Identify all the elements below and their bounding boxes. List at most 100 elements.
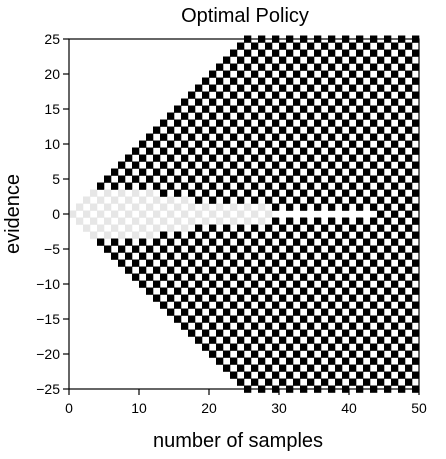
heatmap-cell (321, 364, 329, 372)
heatmap-cell (251, 350, 259, 358)
heatmap-cell (111, 196, 119, 204)
heatmap-cell (321, 84, 329, 92)
heatmap-cell (132, 175, 140, 183)
heatmap-cell (202, 259, 210, 267)
heatmap-cell (412, 371, 420, 379)
heatmap-cell (97, 182, 105, 190)
heatmap-cell (412, 203, 420, 211)
heatmap-cell (118, 259, 126, 267)
heatmap-cell (188, 217, 196, 225)
heatmap-cell (181, 126, 189, 134)
heatmap-cell (111, 182, 119, 190)
heatmap-cell (167, 182, 175, 190)
heatmap-cell (265, 140, 273, 148)
y-axis-label: evidence (2, 174, 24, 254)
heatmap-cell (188, 287, 196, 295)
heatmap-cell (167, 238, 175, 246)
heatmap-cell (181, 112, 189, 120)
heatmap-cell (363, 56, 371, 64)
heatmap-cell (412, 105, 420, 113)
heatmap-cell (258, 63, 266, 71)
heatmap-cell (405, 84, 413, 92)
heatmap-cell (293, 126, 301, 134)
heatmap-cell (160, 119, 168, 127)
heatmap-cell (356, 49, 364, 57)
heatmap-cell (174, 301, 182, 309)
heatmap-cell (342, 203, 350, 211)
heatmap-cell (188, 315, 196, 323)
heatmap-cell (349, 364, 357, 372)
heatmap-cell (363, 154, 371, 162)
heatmap-cell (83, 196, 91, 204)
heatmap-cell (335, 224, 343, 232)
heatmap-cell (321, 112, 329, 120)
heatmap-cell (391, 238, 399, 246)
heatmap-cell (300, 119, 308, 127)
heatmap-cell (258, 133, 266, 141)
heatmap-cell (230, 77, 238, 85)
heatmap-cell (328, 343, 336, 351)
heatmap-cell (286, 259, 294, 267)
heatmap-cell (153, 154, 161, 162)
heatmap-cell (167, 126, 175, 134)
heatmap-cell (125, 196, 133, 204)
heatmap-cell (90, 189, 98, 197)
heatmap-cell (384, 189, 392, 197)
heatmap-cell (209, 140, 217, 148)
heatmap-cell (195, 210, 203, 218)
heatmap-cell (272, 329, 280, 337)
heatmap-cell (342, 217, 350, 225)
heatmap-cell (377, 364, 385, 372)
heatmap-cell (188, 105, 196, 113)
heatmap-cell (125, 224, 133, 232)
heatmap-cell (153, 210, 161, 218)
heatmap-cell (286, 371, 294, 379)
heatmap-cell (104, 189, 112, 197)
heatmap-cell (251, 112, 259, 120)
heatmap-cell (223, 350, 231, 358)
heatmap-cell (272, 161, 280, 169)
y-tick-label: −25 (36, 381, 60, 397)
heatmap-cell (132, 273, 140, 281)
heatmap-cell (342, 245, 350, 253)
heatmap-cell (195, 126, 203, 134)
heatmap-cell (377, 308, 385, 316)
heatmap-cell (174, 119, 182, 127)
heatmap-cell (398, 273, 406, 281)
heatmap-cell (251, 294, 259, 302)
heatmap-cell (237, 364, 245, 372)
heatmap-cell (237, 280, 245, 288)
heatmap-cell (125, 210, 133, 218)
heatmap-cell (370, 49, 378, 57)
heatmap-cell (321, 266, 329, 274)
heatmap-cell (181, 238, 189, 246)
heatmap-cell (139, 210, 147, 218)
heatmap-cell (335, 168, 343, 176)
heatmap-cell (160, 245, 168, 253)
heatmap-cell (335, 322, 343, 330)
heatmap-cell (342, 49, 350, 57)
heatmap-cell (195, 112, 203, 120)
heatmap-cell (97, 238, 105, 246)
heatmap-cell (349, 238, 357, 246)
heatmap-cell (293, 224, 301, 232)
heatmap-cell (391, 322, 399, 330)
heatmap-cell (174, 287, 182, 295)
heatmap-cell (342, 105, 350, 113)
heatmap-cell (237, 168, 245, 176)
heatmap-cell (251, 280, 259, 288)
heatmap-cell (384, 203, 392, 211)
heatmap-cell (356, 203, 364, 211)
heatmap-cell (251, 196, 259, 204)
heatmap-cell (300, 133, 308, 141)
heatmap-cell (300, 77, 308, 85)
heatmap-cell (230, 175, 238, 183)
heatmap-cell (258, 49, 266, 57)
heatmap-cell (377, 182, 385, 190)
heatmap-cell (188, 259, 196, 267)
heatmap-cell (146, 133, 154, 141)
heatmap-cell (181, 210, 189, 218)
heatmap-cell (244, 245, 252, 253)
heatmap-cell (216, 133, 224, 141)
heatmap-cell (286, 357, 294, 365)
